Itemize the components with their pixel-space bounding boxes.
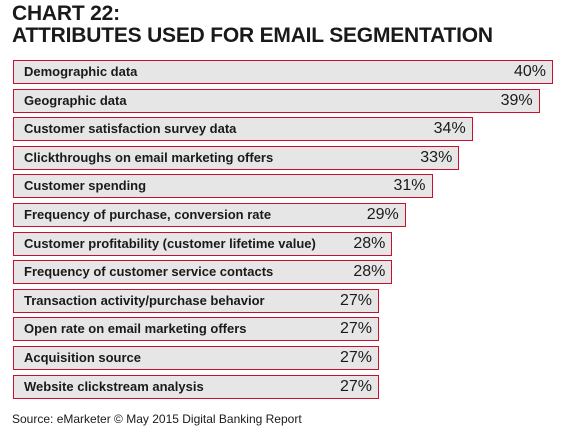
bar-category-label: Transaction activity/purchase behavior [24, 292, 265, 308]
bar: Demographic data 40% [13, 60, 553, 84]
bar-category-label: Customer spending [24, 178, 147, 194]
bar: Customer spending 31% [13, 174, 433, 199]
bar-category-label: Demographic data [24, 64, 138, 79]
bar-category-label: Acquisition source [24, 350, 142, 365]
bar-category-label: Frequency of purchase, conversion rate [24, 207, 272, 222]
bar-category-label: Open rate on email marketing offers [24, 321, 247, 337]
bar-category-label: Website clickstream analysis [24, 378, 204, 394]
bar: Acquisition source 27% [13, 346, 379, 370]
bar-value-label: 39% [500, 91, 533, 109]
bar-value-label: 28% [353, 263, 386, 281]
bar: Geographic data 39% [13, 88, 540, 113]
chart-title-line-1: CHART 22: [12, 2, 120, 25]
bar-value-label: 40% [513, 63, 546, 80]
bar: Customer profitability (customer lifetim… [13, 231, 393, 256]
bar-value-label: 34% [433, 120, 466, 138]
chart-title: CHART 22: ATTRIBUTES USED FOR EMAIL SEGM… [12, 3, 493, 47]
bar-value-label: 27% [339, 349, 372, 366]
bar: Website clickstream analysis 27% [13, 374, 379, 399]
bar: Clickthroughs on email marketing offers 3… [13, 145, 460, 170]
bar: Frequency of customer service contacts 28… [13, 260, 393, 285]
bar-category-label: Customer satisfaction survey data [24, 121, 237, 137]
bar-category-label: Frequency of customer service contacts [24, 264, 274, 280]
bar-category-label: Geographic data [24, 92, 127, 108]
bar-value-label: 27% [339, 320, 372, 338]
bar-value-label: 28% [353, 234, 386, 252]
bar: Frequency of purchase, conversion rate 29… [13, 203, 406, 227]
source-note: Source: eMarketer © May 2015 Digital Ban… [12, 412, 302, 426]
bar-value-label: 31% [393, 177, 426, 195]
bar-category-label: Customer profitability (customer lifetim… [24, 235, 316, 251]
bar: Customer satisfaction survey data 34% [13, 117, 473, 142]
bar: Open rate on email marketing offers 27% [13, 317, 379, 342]
bar-value-label: 29% [366, 206, 399, 223]
bar-value-label: 27% [339, 377, 372, 395]
bar-value-label: 27% [339, 291, 372, 309]
chart-title-line-2: ATTRIBUTES USED FOR EMAIL SEGMENTATION [12, 24, 493, 47]
bar-value-label: 33% [420, 148, 453, 166]
bar: Transaction activity/purchase behavior 27… [13, 288, 379, 313]
bar-category-label: Clickthroughs on email marketing offers [24, 149, 274, 165]
